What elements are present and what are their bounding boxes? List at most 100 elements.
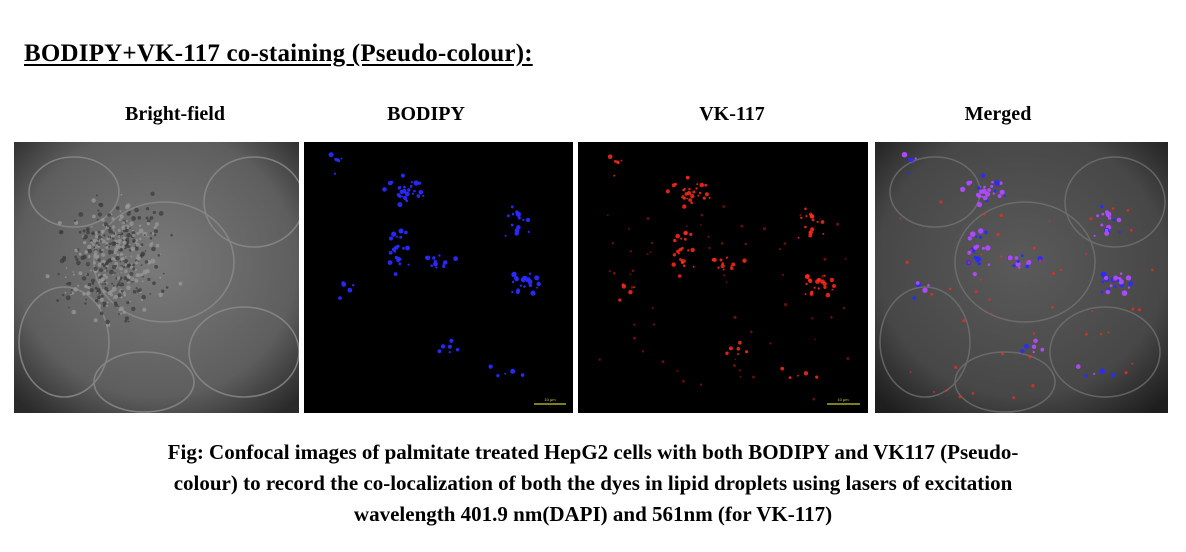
- granule: [94, 318, 98, 322]
- lipid-droplet: [1110, 284, 1113, 287]
- lipid-droplet: [737, 347, 741, 351]
- lipid-droplet: [389, 237, 393, 241]
- granule: [108, 250, 111, 253]
- lipid-droplet: [733, 316, 736, 319]
- granule: [135, 247, 139, 251]
- lipid-droplet: [397, 245, 400, 248]
- lipid-droplet: [434, 260, 437, 263]
- granule: [103, 305, 106, 308]
- lipid-droplet: [780, 367, 784, 371]
- lipid-droplet: [448, 345, 452, 349]
- granule: [130, 266, 133, 269]
- lipid-droplet: [808, 278, 812, 282]
- lipid-droplet: [1128, 282, 1133, 287]
- granule: [114, 272, 116, 274]
- lipid-droplet: [1025, 265, 1029, 269]
- granule: [156, 244, 160, 248]
- granule: [128, 233, 130, 235]
- granule: [155, 222, 159, 226]
- lipid-droplet: [684, 198, 686, 200]
- lipid-droplet: [630, 250, 632, 252]
- lipid-droplet: [682, 380, 685, 383]
- lipid-droplet: [978, 262, 981, 265]
- granule: [72, 292, 75, 295]
- lipid-droplet: [811, 317, 813, 319]
- lipid-droplet: [739, 369, 741, 371]
- lipid-droplet: [341, 281, 345, 285]
- granule: [129, 222, 133, 226]
- granule: [118, 229, 121, 232]
- lipid-droplet: [496, 374, 499, 377]
- lipid-droplet: [1004, 195, 1006, 197]
- granule: [101, 239, 105, 243]
- granule: [105, 242, 108, 245]
- granule: [113, 297, 115, 299]
- granule: [152, 281, 156, 285]
- lipid-droplet: [810, 214, 814, 218]
- lipid-droplet: [1102, 281, 1105, 284]
- granule: [96, 194, 98, 196]
- granule: [128, 281, 130, 283]
- granule: [82, 276, 86, 280]
- lipid-droplet: [673, 253, 676, 256]
- lipid-droplet: [1131, 308, 1134, 311]
- lipid-droplet: [523, 285, 526, 288]
- granule: [131, 277, 135, 281]
- granule: [96, 288, 100, 292]
- granule: [123, 237, 126, 240]
- granule: [62, 294, 64, 296]
- lipid-droplet: [334, 158, 337, 161]
- lipid-droplet: [516, 290, 520, 294]
- lipid-droplet: [404, 231, 408, 235]
- granule: [150, 237, 153, 240]
- lipid-droplet: [933, 391, 935, 393]
- lipid-droplet: [1138, 308, 1141, 311]
- granule: [118, 239, 122, 243]
- lipid-droplet: [630, 273, 632, 275]
- panel-label-merged: Merged: [965, 103, 1032, 126]
- lipid-droplet: [522, 219, 524, 221]
- granule: [87, 245, 92, 250]
- lipid-droplet: [804, 208, 807, 211]
- lipid-droplet: [672, 262, 676, 266]
- granule: [146, 207, 149, 210]
- granule: [121, 290, 124, 293]
- granule: [131, 307, 135, 311]
- granule: [60, 230, 63, 233]
- granule: [150, 216, 154, 220]
- granule: [101, 295, 104, 298]
- lipid-droplet: [1100, 205, 1103, 208]
- granule: [91, 231, 95, 235]
- lipid-droplet: [704, 184, 707, 187]
- granule: [123, 241, 127, 245]
- granule: [112, 287, 117, 292]
- granule: [109, 227, 111, 229]
- lipid-droplet: [650, 251, 652, 253]
- granule: [170, 234, 173, 237]
- lipid-droplet: [973, 272, 977, 276]
- lipid-droplet: [978, 228, 983, 233]
- lipid-droplet: [1039, 259, 1042, 262]
- granule: [152, 232, 154, 234]
- lipid-droplet: [1033, 339, 1038, 344]
- lipid-droplet: [998, 194, 1002, 198]
- granule: [74, 249, 77, 252]
- lipid-droplet: [698, 195, 700, 197]
- granule: [146, 269, 150, 273]
- granule: [104, 283, 106, 285]
- granule: [133, 290, 137, 294]
- lipid-droplet: [1091, 310, 1093, 312]
- granule: [66, 295, 71, 300]
- lipid-droplet: [971, 249, 973, 251]
- granule: [100, 312, 104, 316]
- granule: [111, 213, 113, 215]
- lipid-droplet: [966, 181, 971, 186]
- lipid-droplet: [805, 283, 807, 285]
- granule: [142, 276, 144, 278]
- lipid-droplet: [1089, 217, 1092, 220]
- granule: [136, 232, 139, 235]
- lipid-droplet: [713, 258, 717, 262]
- lipid-droplet: [818, 287, 820, 289]
- granule: [124, 276, 128, 280]
- granule: [73, 271, 75, 273]
